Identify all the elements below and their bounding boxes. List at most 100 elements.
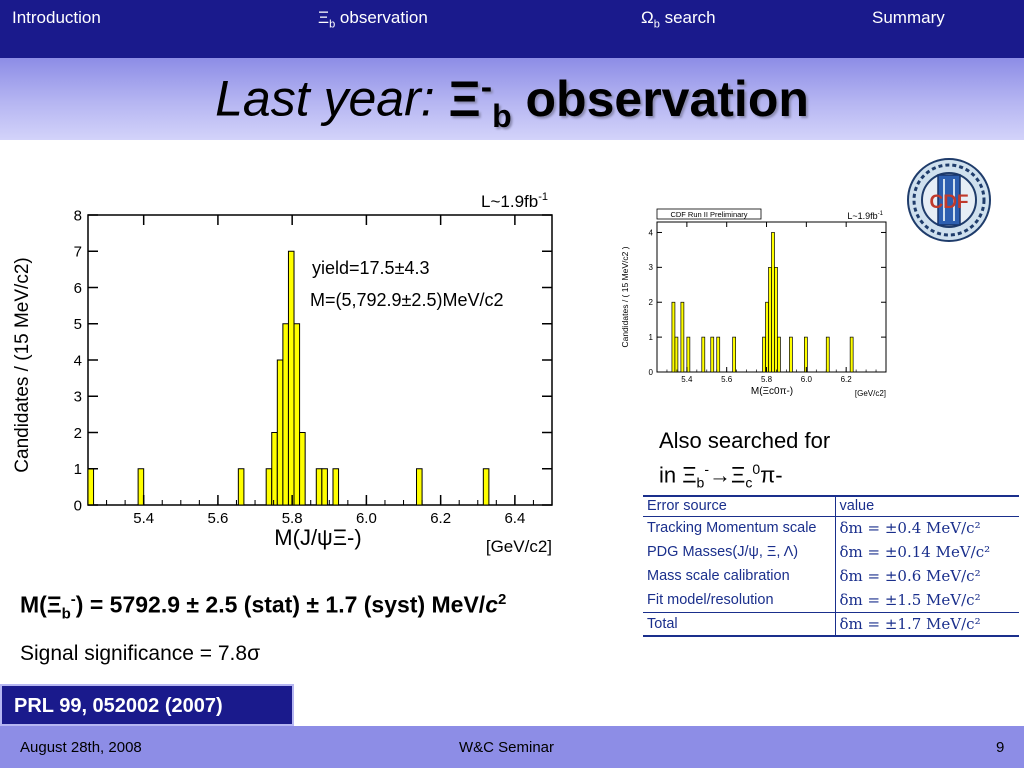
histogram-bar xyxy=(686,336,691,373)
y-tick-label: 5 xyxy=(74,316,82,333)
y-tick-label: 0 xyxy=(649,368,654,377)
also-arrow: → xyxy=(709,462,732,488)
y-axis-label-small: Candidates / ( 15 MeV/c2 ) xyxy=(620,246,630,347)
nav-item-xib-observation[interactable]: Ξb observation xyxy=(318,8,428,30)
table-header-row: Error source value xyxy=(643,495,1019,517)
histogram-bar xyxy=(87,468,95,506)
x-axis-label: M(J/ψΞ-) xyxy=(274,525,361,550)
y-tick-label: 2 xyxy=(74,425,82,442)
also-sub1: b xyxy=(696,474,705,491)
x-tick-label: 5.4 xyxy=(681,375,693,384)
y-axis-label: Candidates / (15 MeV/c2) xyxy=(12,257,33,472)
row-value: δm = ±0.4 MeV/c² xyxy=(839,519,981,538)
y-tick-label: 4 xyxy=(74,352,82,369)
footer-event: W&C Seminar xyxy=(459,739,555,756)
histogram-bar xyxy=(237,468,245,506)
title-xi-symbol: Ξ xyxy=(448,70,481,127)
reference-badge: PRL 99, 052002 (2007) xyxy=(0,684,294,726)
cdf-logo-icon: CDF xyxy=(907,158,991,242)
histogram-bar xyxy=(710,336,715,373)
nav-item-omegab-search[interactable]: Ωb search xyxy=(641,8,716,30)
histogram-bar xyxy=(768,266,772,373)
histogram-bar xyxy=(332,468,340,506)
table-row: Tracking Momentum scale δm = ±0.4 MeV/c² xyxy=(643,516,1019,540)
histogram-bar xyxy=(825,336,830,373)
main-histogram: 5.4 5.6 5.8 6.0 6.2 6.4 0 1 2 3 4 5 6 7 8 Candidates / … xyxy=(12,191,553,556)
histogram-bar xyxy=(416,468,423,506)
page-number: 9 xyxy=(996,739,1005,756)
table-header-value: value xyxy=(835,495,1019,517)
histogram-bar xyxy=(762,336,766,373)
row-source: Fit model/resolution xyxy=(643,588,836,612)
row-source: Mass scale calibration xyxy=(643,564,836,588)
logo-text: CDF xyxy=(929,192,968,213)
nav-omega-sub: b xyxy=(653,18,660,31)
x-tick-label: 6.2 xyxy=(841,375,853,384)
histogram-bar xyxy=(789,336,793,373)
histogram-bar xyxy=(774,266,778,373)
luminosity-sup: -1 xyxy=(538,191,548,203)
title-sup: - xyxy=(480,68,493,106)
histogram-bar xyxy=(265,468,273,506)
preliminary-label-box xyxy=(656,208,762,220)
mass-annotation: M=(5,792.9±2.5)MeV/c2 xyxy=(310,290,503,310)
row-value: δm = ±0.6 MeV/c² xyxy=(839,567,981,585)
title-part1: Last year: xyxy=(215,70,449,127)
nav-xi-rest: observation xyxy=(335,8,428,27)
mass-result: M(Ξb-) = 5792.9 ± 2.5 (stat) ± 1.7 (syst… xyxy=(20,591,506,622)
histogram-bar xyxy=(765,301,769,373)
histogram-bar xyxy=(282,323,289,506)
y-tick-label: 3 xyxy=(74,389,82,406)
histogram-bar xyxy=(287,250,295,506)
y-tick-label: 1 xyxy=(74,461,82,478)
histogram-bar xyxy=(276,359,284,506)
y-tick-label: 7 xyxy=(74,244,82,261)
row-source: PDG Masses(J/ψ, Ξ, Λ) xyxy=(643,540,836,564)
title-part2: Ξ-b observation xyxy=(448,68,809,134)
footer-date: August 28th, 2008 xyxy=(20,739,142,756)
histogram-bar xyxy=(771,232,775,373)
x-tick-label: 5.6 xyxy=(207,510,228,527)
histogram-bar xyxy=(271,432,278,506)
slide-title: Last year: Ξ-b observation xyxy=(0,68,1024,135)
y-tick-label: 2 xyxy=(649,298,654,307)
x-tick-label: 6.2 xyxy=(430,510,451,527)
also-sup2: 0 xyxy=(752,461,761,477)
x-axis-label-small: M(Ξc0π-) xyxy=(751,386,793,397)
preliminary-label: CDF Run II Preliminary xyxy=(670,210,747,219)
result-csup: 2 xyxy=(498,591,507,608)
x-tick-label: 5.6 xyxy=(721,375,733,384)
histogram-bar xyxy=(137,468,145,506)
also-searched-note: Also searched for in Ξb-→Ξc0π- xyxy=(659,426,899,498)
row-value: δm = ±1.7 MeV/c² xyxy=(835,611,1019,637)
histogram-bar xyxy=(732,336,737,373)
x-axis-unit: [GeV/c2] xyxy=(486,537,552,556)
histogram-bar xyxy=(674,336,679,373)
title-sub: b xyxy=(492,97,512,134)
nav-item-summary[interactable]: Summary xyxy=(872,8,945,27)
also-sub2: c xyxy=(745,474,753,491)
nav-item-introduction[interactable]: Introduction xyxy=(12,8,101,27)
top-navigation: Introduction Ξb observation Ωb search Su… xyxy=(0,0,1024,58)
histogram-bar xyxy=(482,468,490,506)
histogram-bar xyxy=(293,323,301,506)
x-axis-unit-small: [GeV/c2] xyxy=(855,389,886,398)
also-post: π- xyxy=(760,462,783,488)
nav-xi-symbol: Ξ xyxy=(318,8,330,27)
y-tick-label: 0 xyxy=(74,497,82,514)
result-c: c xyxy=(485,591,498,618)
x-tick-label: 5.8 xyxy=(282,510,303,527)
result-post: ) = 5792.9 ± 2.5 (stat) ± 1.7 (syst) MeV… xyxy=(75,591,486,618)
row-value: δm = ±0.14 MeV/c² xyxy=(839,543,991,561)
histogram-bar xyxy=(321,468,328,506)
nav-omega-symbol: Ω xyxy=(641,8,654,27)
result-sub: b xyxy=(61,605,71,623)
preliminary-histogram: 5.4 5.6 5.8 6.0 6.2 0 1 2 3 4 CDF Run II Prelimina… xyxy=(620,208,887,398)
histogram-bar xyxy=(701,336,706,373)
x-tick-label: 5.8 xyxy=(761,375,773,384)
histogram-bar xyxy=(680,301,685,373)
result-sup: - xyxy=(70,591,76,608)
footer: August 28th, 2008 W&C Seminar 9 xyxy=(0,726,1024,768)
histogram-bar xyxy=(849,336,854,373)
nav-omega-rest: search xyxy=(659,8,716,27)
